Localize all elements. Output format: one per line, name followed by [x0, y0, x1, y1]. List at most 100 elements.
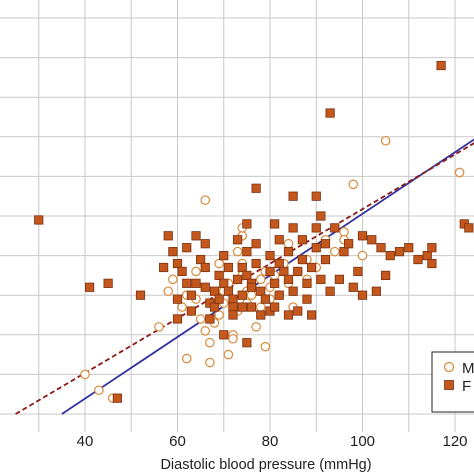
female-point — [237, 290, 247, 300]
female-point — [256, 286, 266, 296]
male-point — [255, 274, 266, 285]
female-point — [320, 254, 331, 265]
female-point — [325, 286, 335, 296]
male-point — [329, 246, 340, 257]
male-point — [195, 314, 206, 324]
male-point — [191, 266, 201, 277]
female-point — [246, 282, 257, 292]
male-point — [163, 286, 174, 297]
female-point — [293, 306, 303, 316]
female-point — [228, 310, 238, 320]
female-point — [353, 266, 363, 277]
x-tick-label: 100 — [350, 433, 375, 450]
female-point — [251, 239, 261, 249]
female-point — [339, 247, 349, 257]
female-point — [177, 266, 187, 277]
female-point — [256, 310, 266, 320]
female-point — [270, 219, 280, 229]
female-point — [223, 286, 233, 296]
female-point — [320, 239, 331, 249]
male-point — [223, 349, 234, 360]
female-point — [325, 108, 335, 118]
female-point — [209, 286, 220, 296]
female-point — [85, 282, 95, 292]
female-point — [293, 266, 303, 277]
female-point — [219, 330, 229, 340]
female-point — [288, 286, 298, 296]
male-point — [251, 322, 261, 332]
female-point — [422, 250, 432, 261]
female-point — [357, 231, 368, 241]
female-point — [330, 223, 340, 233]
female-point — [172, 258, 183, 269]
female-point — [270, 302, 280, 312]
male-point — [246, 290, 257, 300]
female-point — [186, 306, 196, 316]
female-point — [270, 278, 280, 288]
female-point — [274, 258, 284, 269]
female-point — [311, 191, 321, 201]
female-point — [274, 290, 284, 300]
female-point — [464, 223, 474, 233]
female-point — [219, 278, 229, 288]
male-point — [339, 227, 349, 237]
legend-marker-male — [443, 361, 455, 373]
female-point — [348, 282, 358, 292]
female-point — [283, 274, 294, 284]
female-point — [357, 290, 368, 300]
female-point — [427, 258, 437, 269]
female-point — [288, 223, 298, 233]
male-point — [260, 341, 271, 352]
female-point — [371, 286, 381, 296]
female-point — [200, 262, 210, 273]
x-tick-label: 60 — [169, 433, 186, 450]
female-point — [288, 191, 298, 201]
female-point — [214, 270, 224, 281]
female-point — [283, 247, 294, 257]
female-point — [307, 262, 317, 273]
female-point — [191, 278, 201, 288]
female-point — [103, 278, 113, 288]
legend-label-female: F — [462, 378, 471, 395]
female-point — [233, 274, 243, 284]
female-point — [219, 250, 229, 261]
female-point — [112, 393, 122, 403]
legend-marker-female — [444, 380, 454, 390]
female-point — [311, 243, 321, 253]
male-point — [348, 179, 359, 190]
male-point — [214, 258, 224, 269]
legend: MF — [431, 351, 474, 413]
female-point — [283, 310, 294, 320]
male-point — [94, 385, 104, 396]
female-point — [209, 302, 220, 312]
female-point — [436, 60, 446, 71]
female-point — [135, 290, 146, 300]
legend-label-male: M — [462, 360, 474, 377]
male-point — [80, 369, 90, 380]
female-point — [367, 235, 377, 245]
x-tick-label: 80 — [262, 433, 279, 450]
female-point — [376, 243, 386, 253]
female-point — [302, 294, 312, 304]
female-point — [228, 294, 238, 304]
female-point — [34, 215, 44, 225]
female-point — [311, 223, 321, 233]
male-point — [168, 274, 178, 285]
female-point — [237, 302, 247, 312]
female-point — [385, 250, 395, 261]
female-point — [196, 254, 206, 265]
female-point — [265, 266, 275, 277]
male-point — [181, 353, 192, 364]
female-point — [205, 314, 215, 324]
female-point — [182, 243, 192, 253]
female-point — [246, 302, 257, 312]
female-point — [228, 302, 238, 312]
female-point — [265, 250, 275, 261]
female-point — [172, 294, 183, 304]
female-point — [200, 282, 210, 292]
male-point — [177, 302, 187, 312]
female-point — [279, 266, 289, 277]
male-point — [255, 302, 266, 312]
male-point — [380, 135, 391, 146]
